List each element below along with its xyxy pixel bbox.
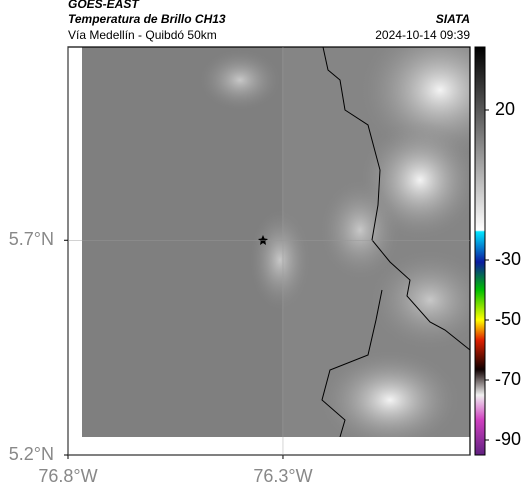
satellite-image [82,47,470,437]
colorbar-tick-label: 20 [495,99,515,119]
colorbar-tick-label: -30 [495,249,521,269]
agency: SIATA [436,12,470,26]
source: GOES-EAST [68,0,140,11]
y-tick-label: 5.7°N [9,229,54,249]
x-tick-label: 76.8°W [38,466,97,486]
border [321,47,470,437]
datetime: 2024-10-14 09:39 [375,28,470,42]
title: Temperatura de Brillo CH13 [68,12,226,26]
colorbar-tick-label: -50 [495,309,521,329]
colorbar [474,46,486,456]
subtitle: Vía Medellín - Quibdó 50km [68,28,217,42]
colorbar-tick-label: -90 [495,429,521,449]
colorbar-tick-label: -70 [495,369,521,389]
x-tick-label: 76.3°W [253,466,312,486]
y-tick-label: 5.2°N [9,444,54,464]
